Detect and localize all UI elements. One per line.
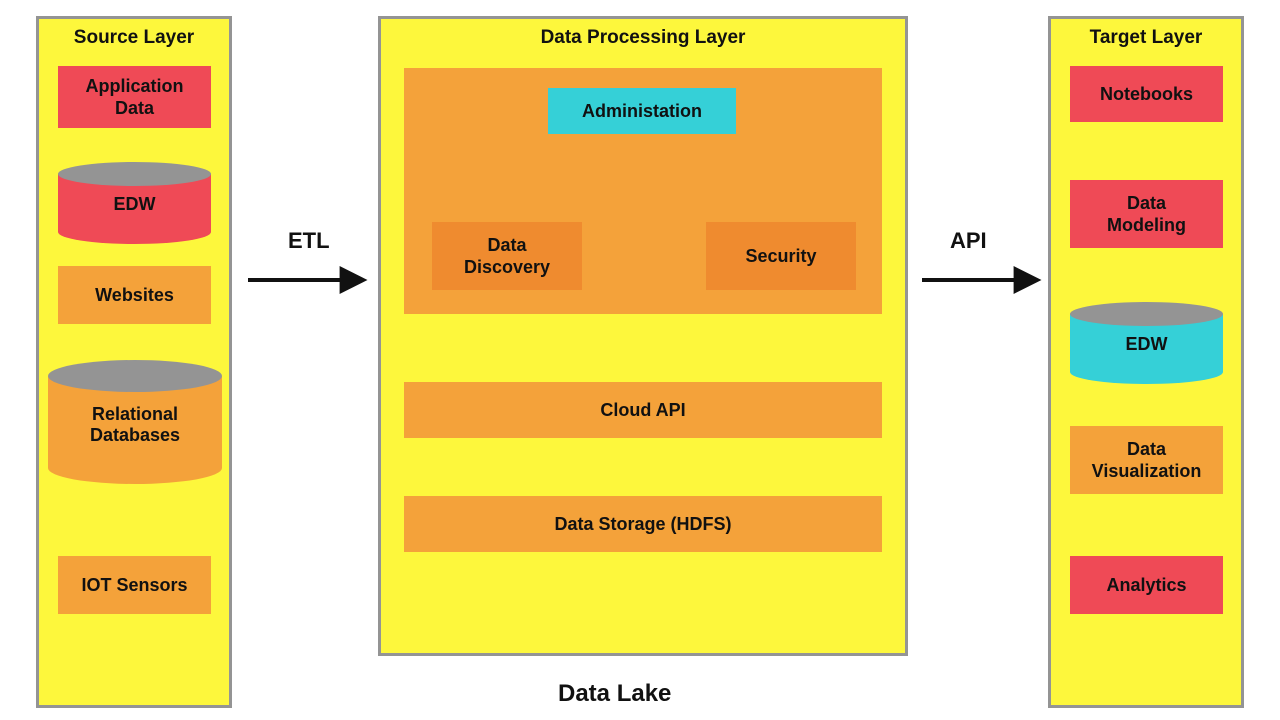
target-edw-cylinder: EDW [1070, 302, 1223, 384]
source-relational-db-cylinder: Relational Databases [48, 360, 222, 484]
processing-data-discovery: Data Discovery [432, 222, 582, 290]
source-iot-sensors: IOT Sensors [58, 556, 211, 614]
target-notebooks: Notebooks [1070, 66, 1223, 122]
processing-administration: Administation [548, 88, 736, 134]
processing-layer-title: Data Processing Layer [381, 19, 905, 57]
target-data-modeling: Data Modeling [1070, 180, 1223, 248]
target-analytics: Analytics [1070, 556, 1223, 614]
processing-security: Security [706, 222, 856, 290]
etl-label: ETL [288, 228, 330, 254]
processing-data-storage: Data Storage (HDFS) [404, 496, 882, 552]
source-layer-title: Source Layer [39, 19, 229, 57]
diagram-caption: Data Lake [558, 680, 671, 708]
source-application-data: Application Data [58, 66, 211, 128]
target-layer-title: Target Layer [1051, 19, 1241, 57]
source-edw-cylinder: EDW [58, 162, 211, 244]
api-label: API [950, 228, 987, 254]
target-data-visualization: Data Visualization [1070, 426, 1223, 494]
source-websites: Websites [58, 266, 211, 324]
processing-cloud-api: Cloud API [404, 382, 882, 438]
